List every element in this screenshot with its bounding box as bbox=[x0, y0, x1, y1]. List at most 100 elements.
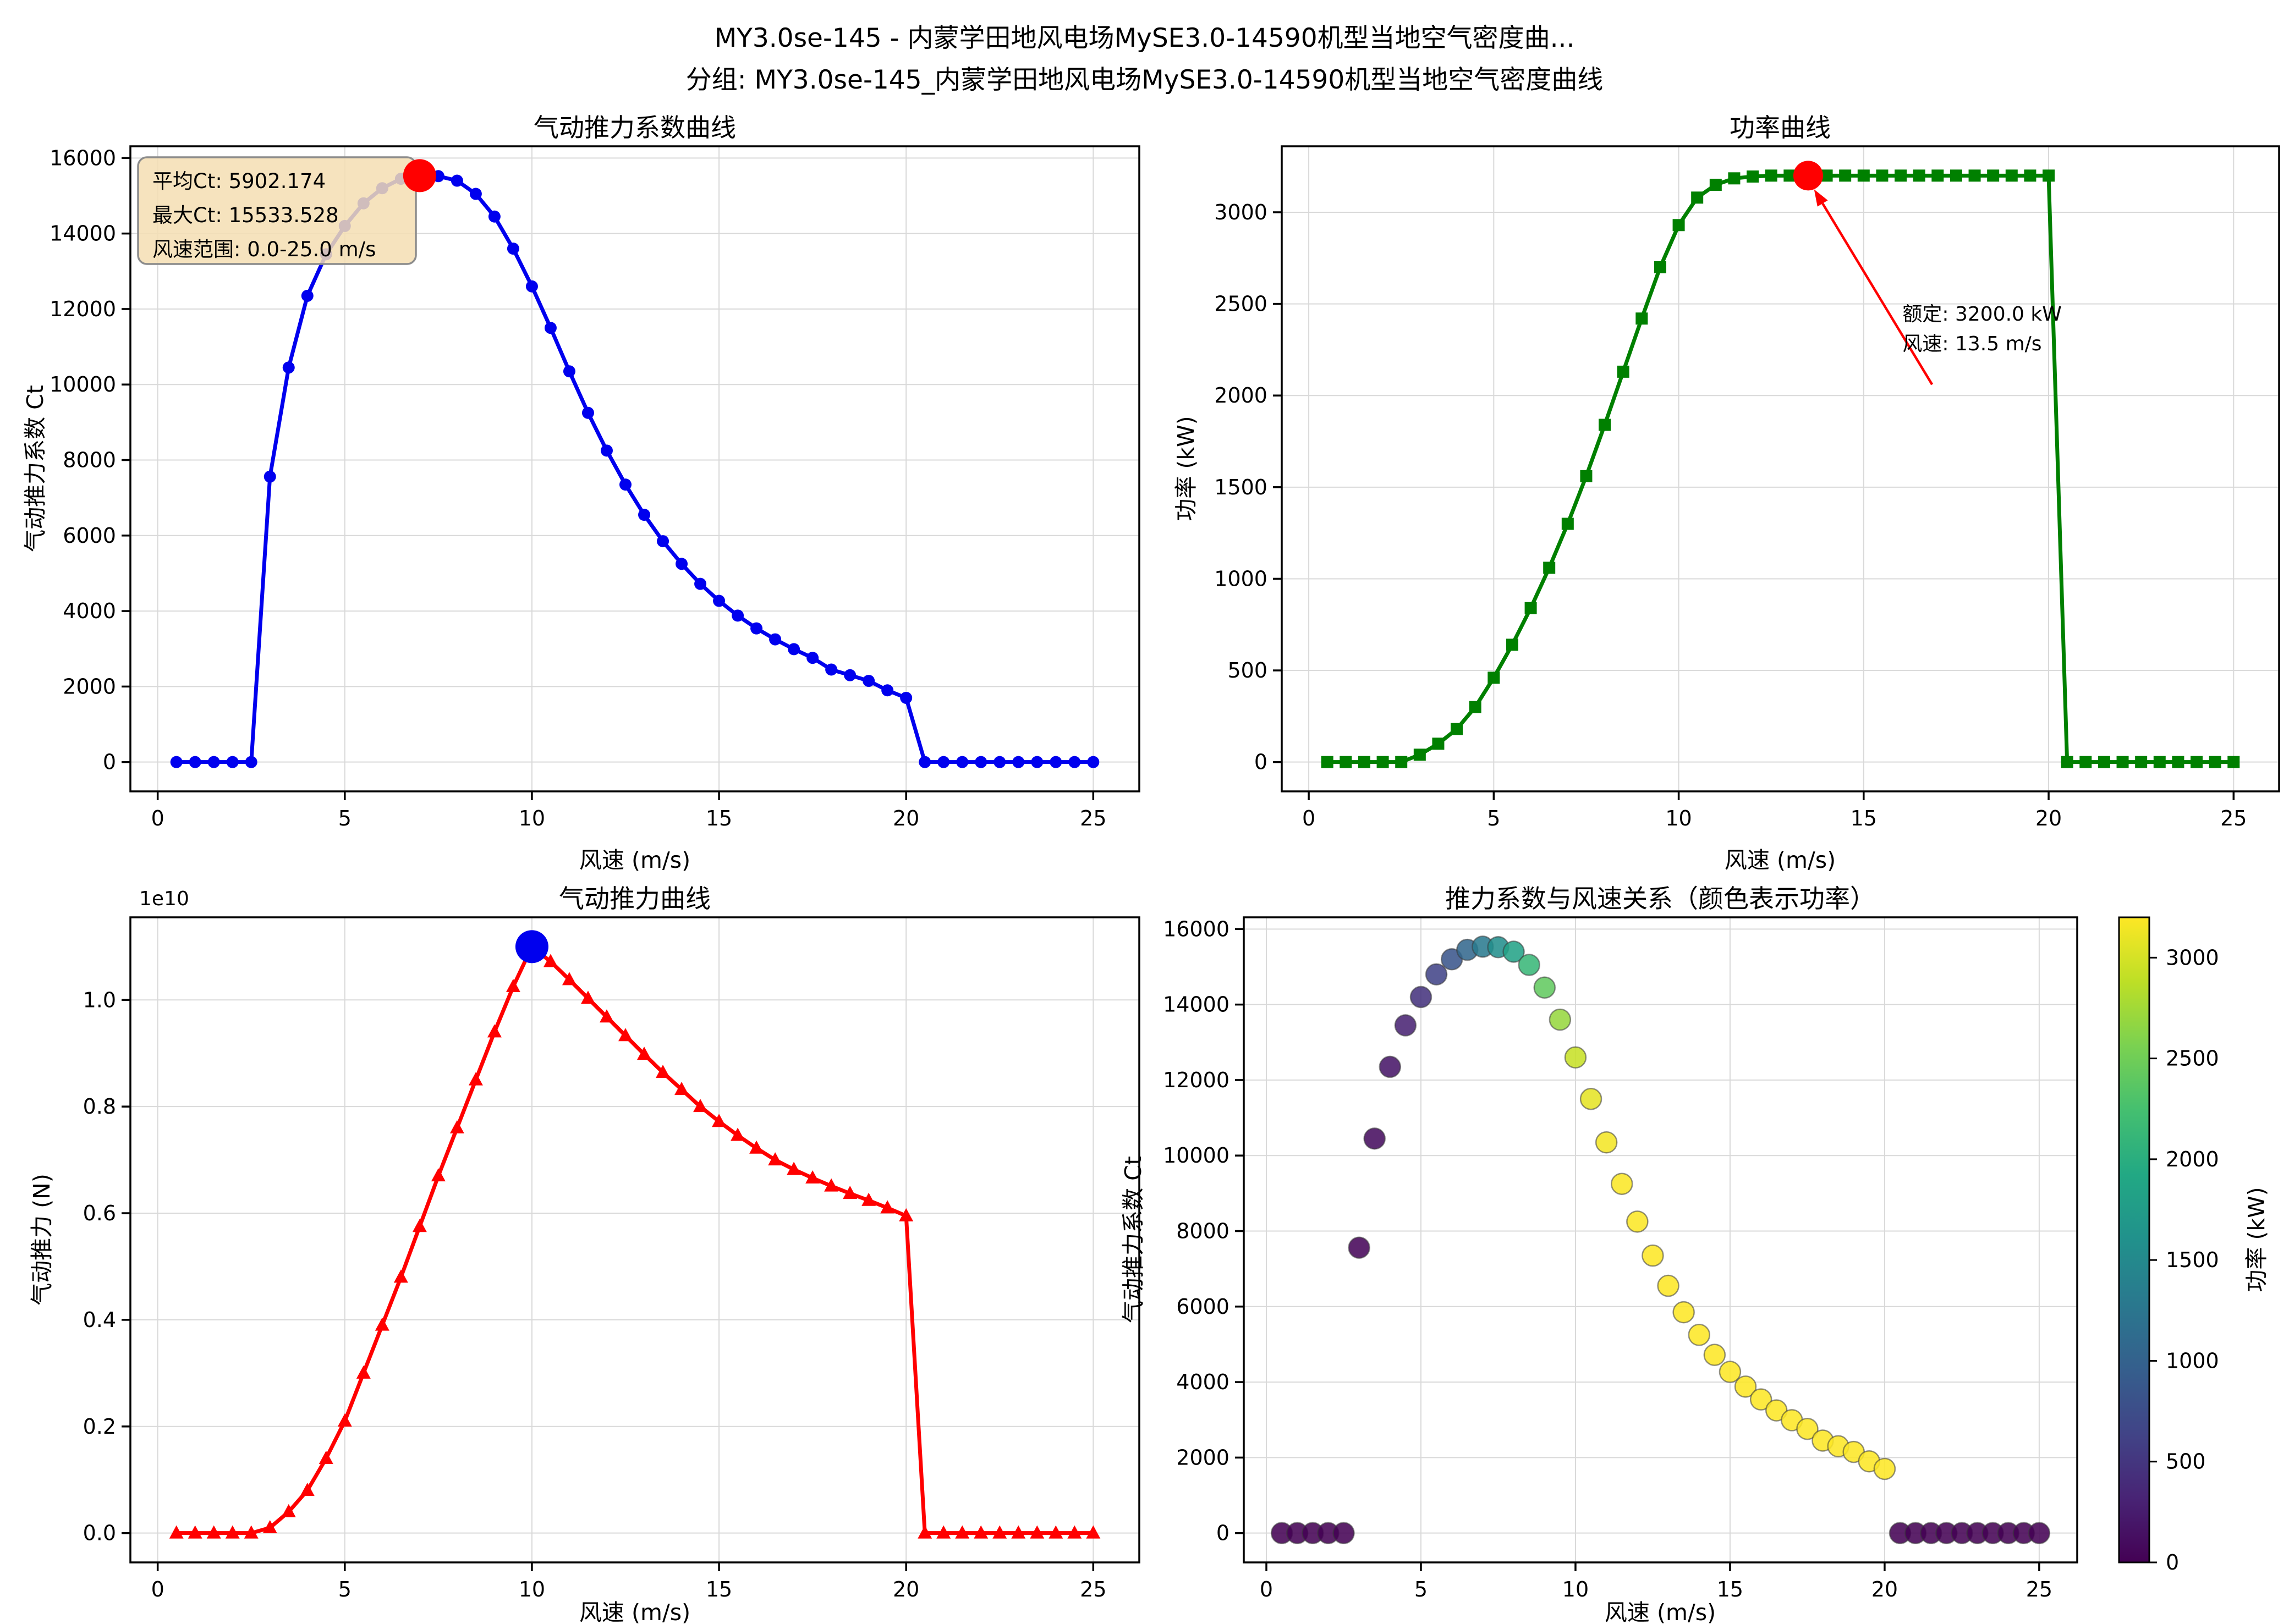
ct_curve-stats-box: 平均Ct: 5902.174 最大Ct: 15533.528 风速范围: 0.0-2… bbox=[137, 156, 417, 265]
svg-text:10: 10 bbox=[519, 806, 545, 830]
ct-scatter-title: 推力系数与风速关系（颜色表示功率） bbox=[1445, 884, 1875, 913]
svg-text:0: 0 bbox=[2166, 1550, 2179, 1575]
svg-text:14000: 14000 bbox=[50, 222, 116, 246]
svg-text:25: 25 bbox=[1080, 1577, 1106, 1601]
thrust_curve-offset-text: 1e10 bbox=[139, 888, 189, 910]
power_curve-spines bbox=[1281, 145, 2280, 792]
thrust_curve-spines bbox=[129, 916, 1140, 1564]
svg-text:5: 5 bbox=[1487, 806, 1500, 830]
svg-text:12000: 12000 bbox=[50, 297, 116, 321]
svg-text:2500: 2500 bbox=[2166, 1047, 2219, 1071]
svg-text:16000: 16000 bbox=[1163, 917, 1229, 941]
svg-text:10: 10 bbox=[1562, 1577, 1589, 1601]
svg-text:1500: 1500 bbox=[2166, 1248, 2219, 1272]
thrust_curve-markers bbox=[169, 939, 1101, 1539]
power-curve-xlabel: 风速 (m/s) bbox=[1724, 847, 1836, 873]
ct_scatter-points bbox=[1270, 935, 2051, 1544]
svg-text:0: 0 bbox=[1260, 1577, 1273, 1601]
svg-text:500: 500 bbox=[2166, 1450, 2206, 1474]
power-curve-title: 功率曲线 bbox=[1730, 113, 1831, 142]
colorbar: 0 500 1000 1500 2000 2500 3000 bbox=[2118, 916, 2219, 1575]
ct_scatter-spines bbox=[1243, 916, 2078, 1564]
svg-text:3000: 3000 bbox=[2166, 945, 2219, 970]
svg-text:10: 10 bbox=[1665, 806, 1692, 830]
svg-text:0: 0 bbox=[151, 1577, 164, 1601]
svg-text:6000: 6000 bbox=[1176, 1295, 1229, 1319]
power_curve-rated-dot bbox=[1793, 161, 1823, 191]
svg-text:14000: 14000 bbox=[1163, 993, 1229, 1017]
svg-text:25: 25 bbox=[1080, 806, 1106, 830]
power_curve-line bbox=[1327, 173, 2234, 764]
svg-text:风速: 13.5 m/s: 风速: 13.5 m/s bbox=[1902, 333, 2041, 355]
svg-text:20: 20 bbox=[1871, 1577, 1898, 1601]
ct_scatter-grid bbox=[1244, 917, 2077, 1562]
svg-text:1.0: 1.0 bbox=[83, 988, 116, 1012]
svg-text:0.8: 0.8 bbox=[83, 1094, 116, 1119]
svg-text:2000: 2000 bbox=[2166, 1147, 2219, 1171]
thrust-curve-xlabel: 风速 (m/s) bbox=[579, 1599, 691, 1624]
svg-text:风速范围: 0.0-25.0 m/s: 风速范围: 0.0-25.0 m/s bbox=[152, 238, 376, 261]
svg-text:0: 0 bbox=[103, 750, 116, 774]
svg-text:15: 15 bbox=[1717, 1577, 1743, 1601]
svg-text:16000: 16000 bbox=[50, 146, 116, 170]
power_curve-ticks: 0 5 10 15 20 25 0 500 1000 1500 2000 2500 3000 bbox=[1214, 200, 2247, 830]
svg-text:500: 500 bbox=[1227, 658, 1267, 682]
svg-text:0.2: 0.2 bbox=[83, 1414, 116, 1439]
svg-text:额定: 3200.0 kW: 额定: 3200.0 kW bbox=[1902, 303, 2061, 326]
thrust_curve-plot: 1e10 0 5 10 15 20 25 0.0 0.2 0.4 0.6 0.8 1.0 bbox=[83, 888, 1140, 1601]
svg-text:25: 25 bbox=[2220, 806, 2247, 830]
ct_curve-plot: 平均Ct: 5902.174 最大Ct: 15533.528 风速范围: 0.0-2… bbox=[50, 145, 1140, 830]
svg-text:5: 5 bbox=[1414, 1577, 1428, 1601]
svg-text:1000: 1000 bbox=[2166, 1348, 2219, 1373]
svg-text:0.4: 0.4 bbox=[83, 1308, 116, 1332]
power_curve-markers bbox=[1321, 169, 2240, 768]
thrust_curve-grid bbox=[130, 917, 1139, 1562]
svg-text:1500: 1500 bbox=[1214, 475, 1267, 499]
ct_scatter-ticks: 0 5 10 15 20 25 0 2000 4000 6000 8000 10000 12000 140… bbox=[1163, 917, 2052, 1601]
ct_curve-grid bbox=[130, 146, 1139, 791]
ct-curve-title: 气动推力系数曲线 bbox=[534, 113, 736, 142]
ct_curve-ticks: 0 5 10 15 20 25 0 2000 4000 6000 8000 10000 12000 140… bbox=[50, 146, 1106, 830]
svg-text:12000: 12000 bbox=[1163, 1068, 1229, 1092]
svg-text:5: 5 bbox=[338, 1577, 352, 1601]
svg-text:0: 0 bbox=[1216, 1521, 1229, 1545]
svg-text:3000: 3000 bbox=[1214, 200, 1267, 224]
thrust_curve-line bbox=[176, 944, 1094, 1535]
svg-text:20: 20 bbox=[893, 806, 919, 830]
svg-text:0: 0 bbox=[1254, 750, 1267, 774]
svg-text:6000: 6000 bbox=[63, 524, 116, 548]
svg-text:10000: 10000 bbox=[1163, 1143, 1229, 1168]
power_curve-grid bbox=[1282, 146, 2279, 791]
svg-text:0.6: 0.6 bbox=[83, 1201, 116, 1225]
svg-text:8000: 8000 bbox=[63, 448, 116, 472]
svg-text:15: 15 bbox=[706, 806, 732, 830]
svg-text:2000: 2000 bbox=[1176, 1445, 1229, 1469]
svg-text:0: 0 bbox=[1302, 806, 1315, 830]
svg-text:平均Ct: 5902.174: 平均Ct: 5902.174 bbox=[152, 169, 326, 193]
svg-text:0.0: 0.0 bbox=[83, 1521, 116, 1545]
svg-text:25: 25 bbox=[2026, 1577, 2052, 1601]
ct_curve-spines bbox=[129, 145, 1140, 792]
svg-text:2000: 2000 bbox=[63, 674, 116, 698]
ct_scatter-plot: 0 5 10 15 20 25 0 2000 4000 6000 8000 10000 12000 140… bbox=[1163, 916, 2078, 1601]
svg-text:15: 15 bbox=[706, 1577, 732, 1601]
thrust_curve-peak-dot bbox=[515, 930, 548, 964]
svg-text:20: 20 bbox=[893, 1577, 919, 1601]
svg-text:4000: 4000 bbox=[1176, 1370, 1229, 1394]
svg-text:0: 0 bbox=[151, 806, 164, 830]
svg-text:最大Ct: 15533.528: 最大Ct: 15533.528 bbox=[152, 203, 339, 227]
svg-text:15: 15 bbox=[1851, 806, 1877, 830]
power_curve-annotation: 额定: 3200.0 kW 风速: 13.5 m/s bbox=[1814, 189, 2062, 386]
svg-text:5: 5 bbox=[338, 806, 352, 830]
svg-text:20: 20 bbox=[2035, 806, 2062, 830]
svg-text:2000: 2000 bbox=[1214, 383, 1267, 408]
figure-title-line1: MY3.0se-145 - 内蒙学田地风电场MySE3.0-14590机型当地空… bbox=[714, 23, 1575, 53]
svg-text:10: 10 bbox=[519, 1577, 545, 1601]
ct_curve-peak-dot bbox=[403, 159, 436, 192]
svg-text:4000: 4000 bbox=[63, 599, 116, 623]
thrust_curve-ticks: 0 5 10 15 20 25 0.0 0.2 0.4 0.6 0.8 1.0 bbox=[83, 988, 1107, 1601]
svg-text:1000: 1000 bbox=[1214, 566, 1267, 591]
thrust-curve-title: 气动推力曲线 bbox=[559, 884, 711, 913]
